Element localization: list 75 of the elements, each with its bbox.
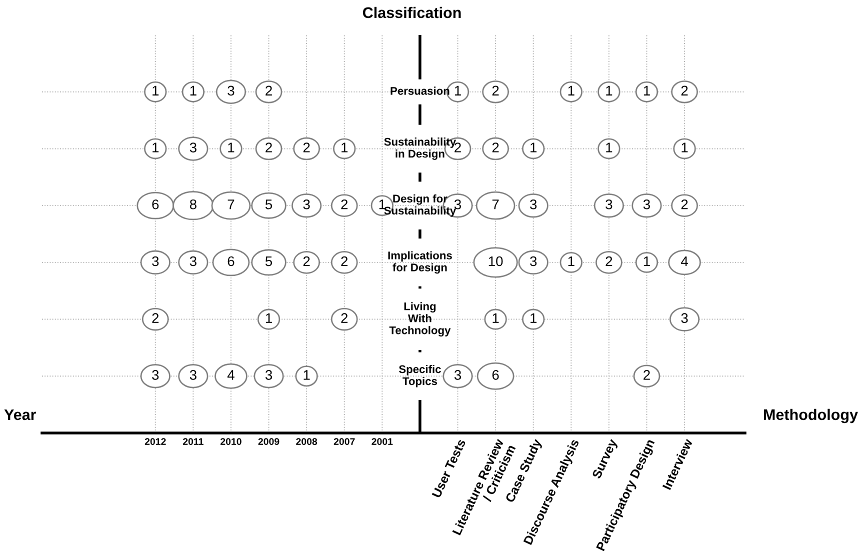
data-label: 2 [152, 313, 159, 323]
data-label: 3 [454, 199, 462, 210]
data-label: 8 [190, 199, 196, 210]
data-label: 1 [568, 256, 574, 266]
data-label: 1 [606, 142, 612, 152]
text: Methodology [764, 408, 858, 424]
data-label: 1 [190, 86, 196, 96]
data-label: 1 [682, 142, 688, 152]
data-label: 3 [228, 86, 234, 96]
data-label: 2 [266, 86, 272, 96]
data-label: 2 [454, 142, 461, 152]
x-tick-label: 2010 [220, 438, 242, 445]
data-label: 1 [644, 86, 650, 96]
y-tick-label: Living With Technology [389, 302, 451, 336]
data-label: 7 [492, 200, 499, 210]
data-label: 2 [341, 313, 348, 323]
data-label: 1 [228, 142, 234, 152]
y-tick-label: Implications for Design [388, 251, 452, 274]
data-label: 4 [680, 256, 688, 266]
data-label: 10 [488, 256, 503, 266]
x-tick-label: 2011 [182, 438, 204, 445]
data-label: 1 [530, 142, 537, 152]
x-tick-label: 2009 [258, 438, 280, 445]
data-label: 2 [644, 370, 650, 380]
data-label: 1 [266, 313, 272, 323]
data-label: 1 [568, 86, 574, 96]
data-label: 5 [265, 200, 272, 210]
chart-title: Classification [362, 6, 461, 18]
data-label: 2 [606, 256, 612, 266]
data-label: 3 [530, 256, 537, 266]
data-label: 1 [606, 86, 612, 96]
data-label: 6 [492, 370, 499, 380]
x-tick-label: User Tests [432, 438, 466, 498]
data-label: 3 [530, 199, 537, 210]
data-label: 2 [341, 256, 348, 266]
x-tick-label: 2007 [334, 438, 355, 445]
data-label: 2 [681, 199, 688, 210]
data-label: 3 [190, 142, 196, 152]
data-label: 1 [304, 370, 310, 380]
data-label: 1 [342, 142, 348, 152]
data-label: 3 [454, 370, 462, 380]
data-label: 6 [228, 256, 234, 266]
y-tick-label: Specific Topics [398, 364, 441, 388]
data-label: 2 [492, 86, 499, 96]
x-tick-label: 2012 [144, 438, 166, 445]
data-label: 6 [152, 199, 159, 210]
data-label: 1 [379, 200, 386, 210]
x-tick-label: 2008 [296, 438, 318, 445]
data-label: 1 [530, 313, 537, 323]
data-label: 1 [454, 86, 461, 96]
data-label: 5 [265, 256, 272, 266]
data-label: 1 [152, 86, 159, 96]
data-label: 3 [681, 313, 688, 324]
data-label: 3 [190, 256, 196, 266]
data-label: 2 [341, 199, 348, 210]
x-tick-label: 2001 [372, 438, 393, 445]
data-label: 3 [643, 199, 650, 210]
data-label: 7 [228, 200, 234, 210]
data-label: 1 [492, 313, 499, 323]
data-label: 3 [265, 370, 272, 380]
data-label: 3 [303, 199, 310, 210]
data-label: 3 [152, 256, 159, 266]
data-label: 2 [266, 142, 272, 152]
data-label: 1 [644, 256, 650, 266]
data-label: 2 [681, 86, 688, 96]
data-label: 2 [303, 142, 310, 152]
data-label: 3 [190, 370, 196, 380]
data-label: 1 [152, 142, 159, 152]
data-label: 3 [606, 199, 612, 210]
data-label: 3 [152, 370, 159, 380]
y-tick-label: Persuasion [390, 86, 450, 95]
data-label: 4 [227, 370, 234, 380]
data-label: 2 [303, 256, 310, 266]
data-label: 2 [492, 142, 499, 152]
text: Year [4, 409, 36, 420]
